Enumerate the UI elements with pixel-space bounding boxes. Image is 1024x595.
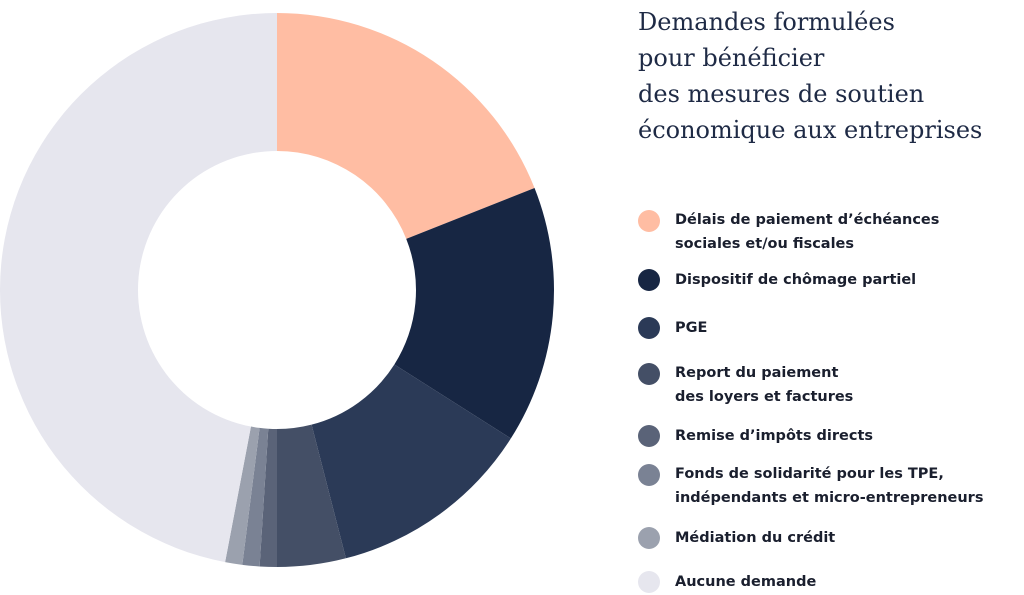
donut-slice-4 xyxy=(277,424,346,567)
donut-slice-1 xyxy=(277,13,535,239)
legend-label-2: Dispositif de chômage partiel xyxy=(675,272,917,288)
legend-swatch-2 xyxy=(638,269,660,291)
legend-swatch-3 xyxy=(638,317,660,339)
donut-slice-2 xyxy=(394,188,554,439)
donut-slice-5 xyxy=(259,428,277,567)
donut-slice-8 xyxy=(0,13,277,563)
legend-label-6: Fonds de solidarité pour les TPE, indépe… xyxy=(675,466,984,506)
legend-label-4: Report du paiement des loyers et facture… xyxy=(675,365,854,405)
donut-chart xyxy=(0,13,554,567)
legend-swatch-1 xyxy=(638,210,660,232)
legend-label-1: Délais de paiement d’échéances sociales … xyxy=(675,212,940,252)
legend-label-5: Remise d’impôts directs xyxy=(675,428,874,444)
legend-swatch-5 xyxy=(638,425,660,447)
legend-swatch-4 xyxy=(638,363,660,385)
legend-swatch-8 xyxy=(638,571,660,593)
legend-swatch-7 xyxy=(638,527,660,549)
legend-label-8: Aucune demande xyxy=(675,574,817,590)
chart-title: Demandes formulées pour bénéficier des m… xyxy=(638,8,983,144)
legend-swatch-6 xyxy=(638,464,660,486)
legend-label-3: PGE xyxy=(675,320,708,336)
legend-label-7: Médiation du crédit xyxy=(675,530,836,546)
donut-slice-6 xyxy=(242,427,269,567)
donut-slice-7 xyxy=(225,426,260,565)
donut-slice-3 xyxy=(311,364,511,559)
